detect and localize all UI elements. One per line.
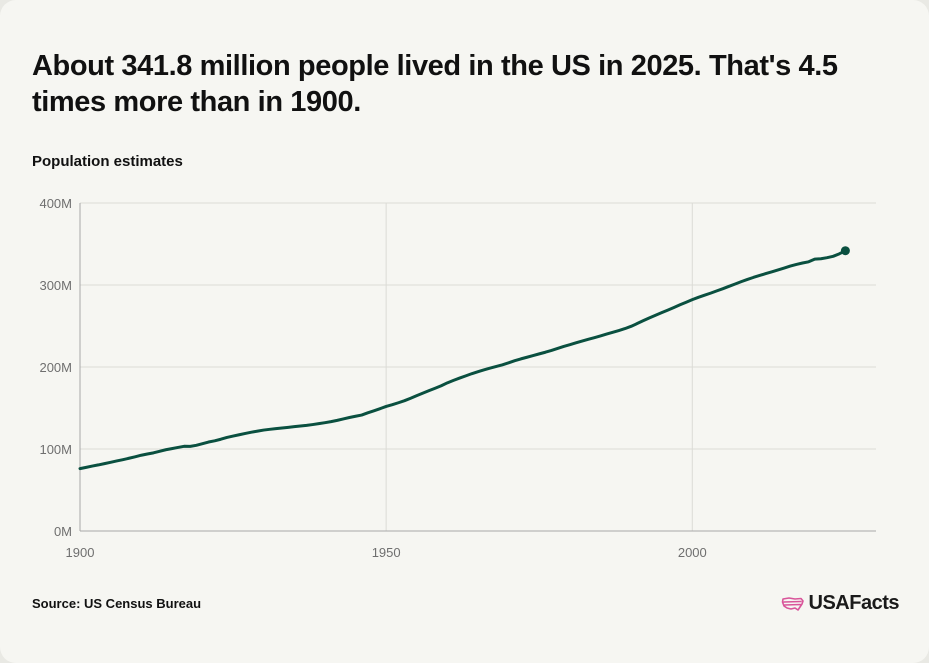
y-tick-label: 200M bbox=[39, 360, 72, 375]
tick-label-layer: 0M 100M 200M 300M 400M 1900 1950 2000 bbox=[39, 196, 706, 560]
grid-layer bbox=[80, 202, 876, 531]
population-series-line bbox=[78, 249, 847, 471]
chart-title: About 341.8 million people lived in the … bbox=[32, 50, 838, 118]
x-tick-label: 1950 bbox=[372, 545, 401, 560]
usafacts-logo: USAFacts bbox=[781, 592, 900, 615]
y-tick-label: 100M bbox=[39, 442, 72, 457]
x-tick-label: 1900 bbox=[66, 545, 95, 560]
latest-value-point bbox=[840, 246, 850, 256]
y-tick-label: 400M bbox=[39, 196, 72, 211]
source-note: Source: US Census Bureau bbox=[32, 596, 202, 611]
logo-wordmark: USAFacts bbox=[808, 592, 900, 614]
axis-layer bbox=[79, 203, 876, 532]
y-tick-label: 0M bbox=[54, 524, 72, 539]
x-tick-label: 2000 bbox=[678, 545, 707, 560]
series-layer bbox=[78, 246, 850, 471]
us-flag-map-icon bbox=[781, 596, 804, 611]
chart-subtitle: Population estimates bbox=[32, 153, 183, 170]
y-tick-label: 300M bbox=[39, 278, 72, 293]
